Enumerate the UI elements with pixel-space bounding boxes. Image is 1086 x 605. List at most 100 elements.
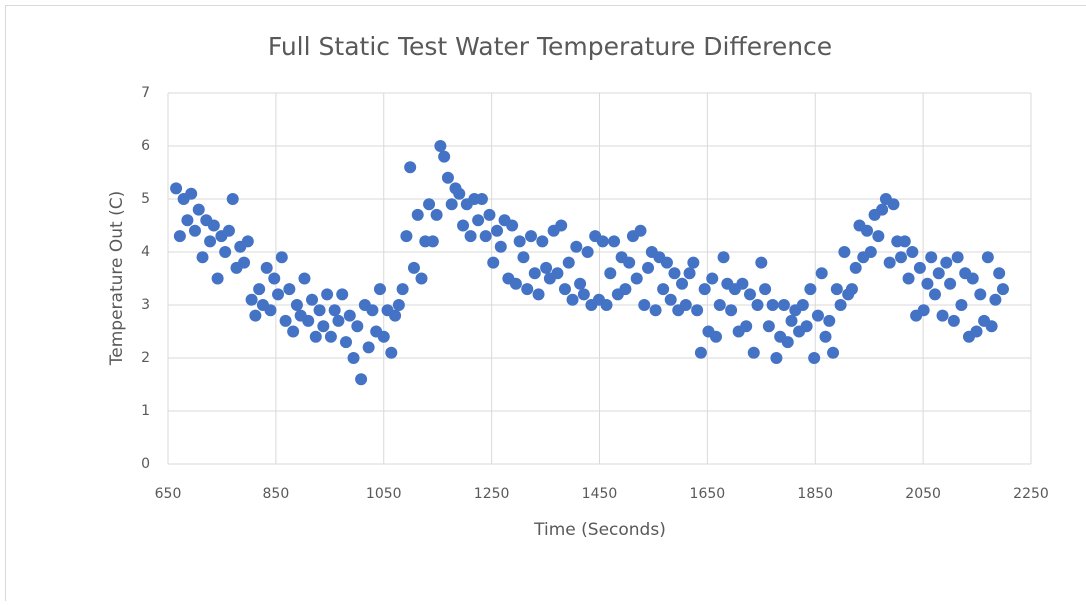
point (801, 320, 813, 332)
point (404, 161, 416, 173)
point (427, 235, 439, 247)
point (317, 320, 329, 332)
point (786, 315, 798, 327)
point (808, 352, 820, 364)
point (740, 320, 752, 332)
point (208, 220, 220, 232)
point (540, 262, 552, 274)
point (170, 182, 182, 194)
point (971, 326, 983, 338)
chart-title: Full Static Test Water Temperature Diffe… (268, 32, 832, 61)
point (355, 373, 367, 385)
point (680, 299, 692, 311)
point (283, 283, 295, 295)
point (408, 262, 420, 274)
point (827, 347, 839, 359)
point (736, 278, 748, 290)
point (899, 235, 911, 247)
point (619, 283, 631, 295)
point (272, 288, 284, 300)
point (812, 310, 824, 322)
point (748, 347, 760, 359)
point (714, 299, 726, 311)
y-tick-label: 5 (141, 191, 150, 207)
point (559, 283, 571, 295)
point (944, 278, 956, 290)
point (759, 283, 771, 295)
point (574, 278, 586, 290)
point (861, 225, 873, 237)
point (642, 262, 654, 274)
point (374, 283, 386, 295)
x-tick-label: 1250 (474, 486, 510, 502)
point (884, 257, 896, 269)
point (952, 251, 964, 263)
y-tick-label: 7 (141, 85, 150, 101)
point (533, 288, 545, 300)
point (495, 241, 507, 253)
point (948, 315, 960, 327)
point (472, 214, 484, 226)
point (264, 304, 276, 316)
point (846, 283, 858, 295)
point (804, 283, 816, 295)
point (465, 230, 477, 242)
point (529, 267, 541, 279)
point (570, 241, 582, 253)
point (835, 299, 847, 311)
x-tick-label: 1650 (690, 486, 726, 502)
point (238, 257, 250, 269)
point (604, 267, 616, 279)
point (302, 315, 314, 327)
point (506, 220, 518, 232)
x-tick-label: 1450 (582, 486, 618, 502)
point (929, 288, 941, 300)
point (400, 230, 412, 242)
y-tick-label: 4 (141, 244, 150, 260)
point (193, 204, 205, 216)
y-tick-label: 2 (141, 350, 150, 366)
point (887, 198, 899, 210)
x-tick-label: 2250 (1013, 486, 1049, 502)
point (661, 257, 673, 269)
point (223, 225, 235, 237)
point (695, 347, 707, 359)
y-tick-label: 0 (141, 456, 150, 472)
point (397, 283, 409, 295)
point (838, 246, 850, 258)
point (933, 267, 945, 279)
y-tick-label: 1 (141, 403, 150, 419)
point (487, 257, 499, 269)
point (340, 336, 352, 348)
point (850, 262, 862, 274)
y-tick-label: 6 (141, 138, 150, 154)
point (393, 299, 405, 311)
point (687, 257, 699, 269)
point (189, 225, 201, 237)
point (555, 220, 567, 232)
point (997, 283, 1009, 295)
point (895, 251, 907, 263)
point (989, 294, 1001, 306)
point (321, 288, 333, 300)
point (903, 273, 915, 285)
point (665, 294, 677, 306)
point (744, 288, 756, 300)
point (668, 267, 680, 279)
point (378, 331, 390, 343)
point (551, 267, 563, 279)
point (937, 310, 949, 322)
point (483, 209, 495, 221)
point (718, 251, 730, 263)
point (778, 299, 790, 311)
point (510, 278, 522, 290)
point (914, 262, 926, 274)
point (212, 273, 224, 285)
point (940, 257, 952, 269)
point (280, 315, 292, 327)
y-axis-label: Temperature Out (C) (107, 191, 127, 366)
point (366, 304, 378, 316)
point (634, 225, 646, 237)
point (782, 336, 794, 348)
